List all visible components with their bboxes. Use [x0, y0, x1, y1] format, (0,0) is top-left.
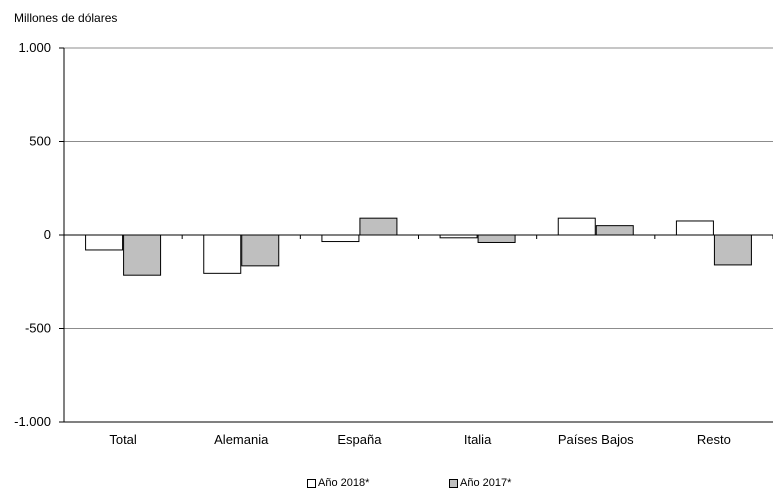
x-tick-label: Países Bajos — [558, 432, 634, 447]
y-tick-label: -500 — [25, 321, 51, 336]
x-tick-label: Italia — [464, 432, 492, 447]
bar — [675, 220, 714, 236]
bar-chart: Millones de dólares 1.0005000-500-1.000 … — [14, 11, 773, 447]
y-tick-label: 500 — [29, 134, 51, 149]
legend-swatch-2017 — [449, 478, 458, 488]
legend-item-2018: Año 2018* — [307, 477, 369, 489]
bar — [241, 234, 280, 267]
bar — [321, 234, 360, 243]
y-tick-label: 1.000 — [18, 40, 51, 55]
x-tick-label: Total — [109, 432, 137, 447]
legend: Año 2018* Año 2017* — [0, 477, 773, 491]
legend-item-2017: Año 2017* — [449, 477, 511, 489]
bar — [85, 234, 124, 251]
x-tick-label: España — [337, 432, 382, 447]
y-tick-labels: 1.000 500 0 -500 -1.000 — [14, 40, 51, 429]
x-tick-labels: Total Alemania España Italia Países Bajos Res… — [109, 432, 731, 447]
legend-swatch-2018 — [307, 478, 316, 488]
x-tick-label: Alemania — [214, 432, 269, 447]
bar — [123, 234, 162, 276]
y-axis-unit-label: Millones de dólares — [14, 11, 117, 25]
x-tick-label: Resto — [697, 432, 731, 447]
bars — [85, 217, 752, 276]
y-tick-label: -1.000 — [14, 414, 51, 429]
bar — [713, 234, 752, 266]
bar — [595, 225, 634, 236]
bar — [557, 217, 596, 236]
bar — [477, 234, 516, 243]
bar — [203, 234, 242, 274]
y-tick-label: 0 — [44, 227, 51, 242]
axes — [59, 47, 773, 423]
bar — [359, 217, 398, 236]
legend-label-2018: Año 2018* — [318, 477, 370, 489]
legend-label-2017: Año 2017* — [460, 477, 512, 489]
